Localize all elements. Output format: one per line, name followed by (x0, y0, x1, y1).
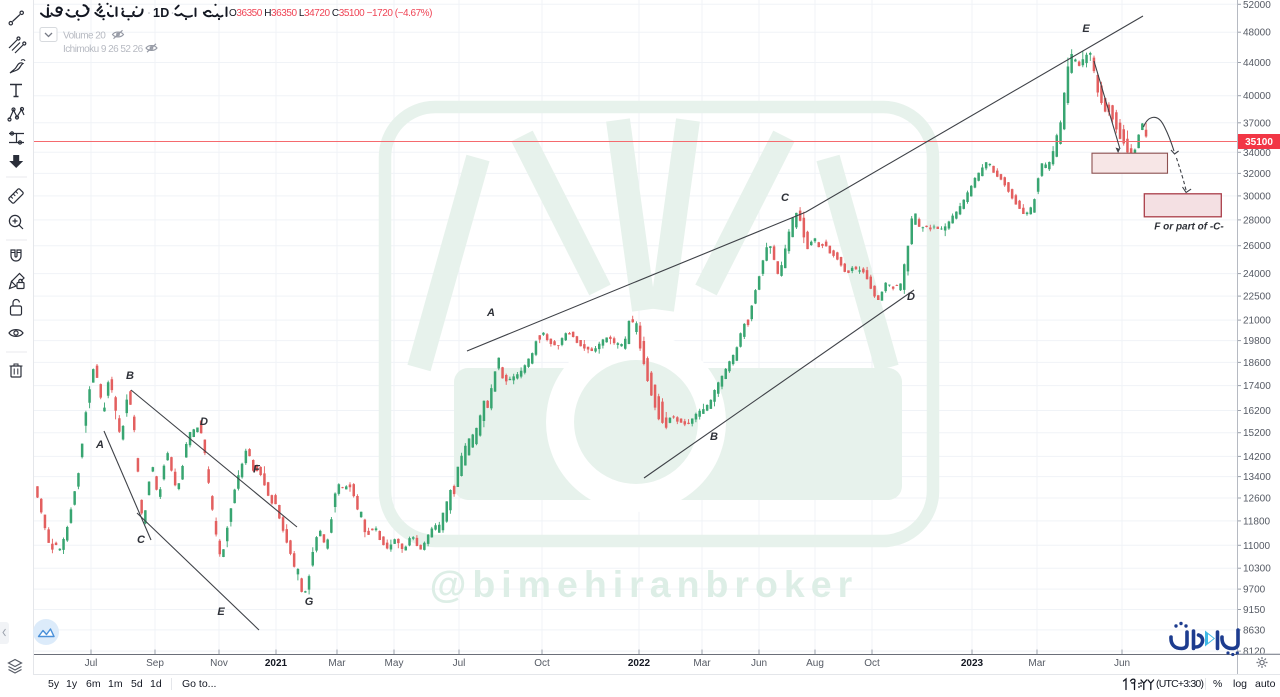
svg-text:Mar: Mar (1028, 658, 1046, 669)
svg-text:14200: 14200 (1243, 452, 1271, 463)
svg-text:24000: 24000 (1243, 269, 1271, 280)
svg-text:Jun: Jun (751, 658, 767, 669)
svg-text:E: E (1082, 23, 1090, 35)
svg-text:2022: 2022 (628, 658, 651, 669)
svg-text:Mar: Mar (693, 658, 711, 669)
svg-text:5y: 5y (48, 678, 60, 690)
svg-text:19800: 19800 (1243, 336, 1271, 347)
svg-text:52000: 52000 (1243, 0, 1271, 11)
svg-text:auto: auto (1255, 678, 1276, 690)
svg-text:11000: 11000 (1243, 541, 1271, 552)
svg-text:B: B (126, 370, 134, 382)
svg-text:8120: 8120 (1243, 647, 1266, 658)
svg-text:(UTC+3:30): (UTC+3:30) (1156, 678, 1203, 690)
svg-text:18600: 18600 (1243, 358, 1271, 369)
svg-text:1m: 1m (108, 678, 123, 690)
svg-text:1y: 1y (66, 678, 78, 690)
svg-text:D: D (200, 416, 208, 428)
svg-text:22500: 22500 (1243, 292, 1271, 303)
svg-text:Ichimoku 9 26 52 26: Ichimoku 9 26 52 26 (63, 44, 144, 55)
svg-text:Oct: Oct (864, 658, 880, 669)
svg-text:C: C (137, 534, 146, 546)
svg-text:16200: 16200 (1243, 406, 1271, 417)
svg-text:Mar: Mar (328, 658, 346, 669)
svg-text:Aug: Aug (806, 658, 824, 669)
svg-text:Sep: Sep (146, 658, 164, 669)
svg-text:Jul: Jul (453, 658, 466, 669)
svg-text:9150: 9150 (1243, 605, 1266, 616)
svg-text:Oct: Oct (534, 658, 550, 669)
svg-text:37000: 37000 (1243, 118, 1271, 129)
svg-text:F: F (253, 464, 260, 476)
svg-text:Volume 20: Volume 20 (63, 31, 106, 42)
svg-text:6m: 6m (86, 678, 101, 690)
svg-text:30000: 30000 (1243, 191, 1271, 202)
svg-text:32000: 32000 (1243, 169, 1271, 180)
svg-text:13400: 13400 (1243, 472, 1271, 483)
svg-text:34000: 34000 (1243, 148, 1271, 159)
svg-text:A: A (486, 307, 495, 319)
svg-text:Nov: Nov (210, 658, 228, 669)
svg-text:E: E (217, 606, 225, 618)
svg-text:48000: 48000 (1243, 28, 1271, 39)
svg-text:2021: 2021 (265, 658, 288, 669)
svg-text:F or part of -C-: F or part of -C- (1154, 222, 1224, 233)
svg-text:15200: 15200 (1243, 428, 1271, 439)
svg-text:1D: 1D (153, 6, 170, 20)
svg-text:1d: 1d (150, 678, 162, 690)
svg-text:C: C (781, 192, 790, 204)
svg-text:O36350 H36350 L34720 C35100 −1: O36350 H36350 L34720 C35100 −1720 (−4.67… (229, 8, 432, 19)
svg-text:9700: 9700 (1243, 585, 1266, 596)
svg-text:D: D (907, 291, 915, 303)
svg-text:44000: 44000 (1243, 58, 1271, 69)
svg-text:12600: 12600 (1243, 494, 1271, 505)
svg-text:26000: 26000 (1243, 241, 1271, 252)
svg-text:35100: 35100 (1245, 137, 1273, 148)
svg-text:Jun: Jun (1114, 658, 1130, 669)
svg-text:@bimehiranbroker: @bimehiranbroker (430, 563, 858, 605)
svg-text:21000: 21000 (1243, 316, 1271, 327)
svg-text:40000: 40000 (1243, 91, 1271, 102)
svg-text:10300: 10300 (1243, 564, 1271, 575)
svg-text:B: B (710, 431, 718, 443)
svg-text:G: G (305, 596, 314, 608)
svg-text:17400: 17400 (1243, 381, 1271, 392)
svg-text:%: % (1213, 678, 1222, 690)
svg-text:28000: 28000 (1243, 215, 1271, 226)
svg-text:A: A (95, 439, 104, 451)
svg-text:Jul: Jul (85, 658, 98, 669)
svg-text:log: log (1233, 678, 1247, 690)
svg-text:11800: 11800 (1243, 516, 1271, 527)
svg-text:2023: 2023 (961, 658, 984, 669)
svg-text:May: May (385, 658, 404, 669)
svg-text:Go to...: Go to... (182, 678, 216, 690)
svg-text:8630: 8630 (1243, 625, 1266, 636)
svg-text:5d: 5d (131, 678, 143, 690)
